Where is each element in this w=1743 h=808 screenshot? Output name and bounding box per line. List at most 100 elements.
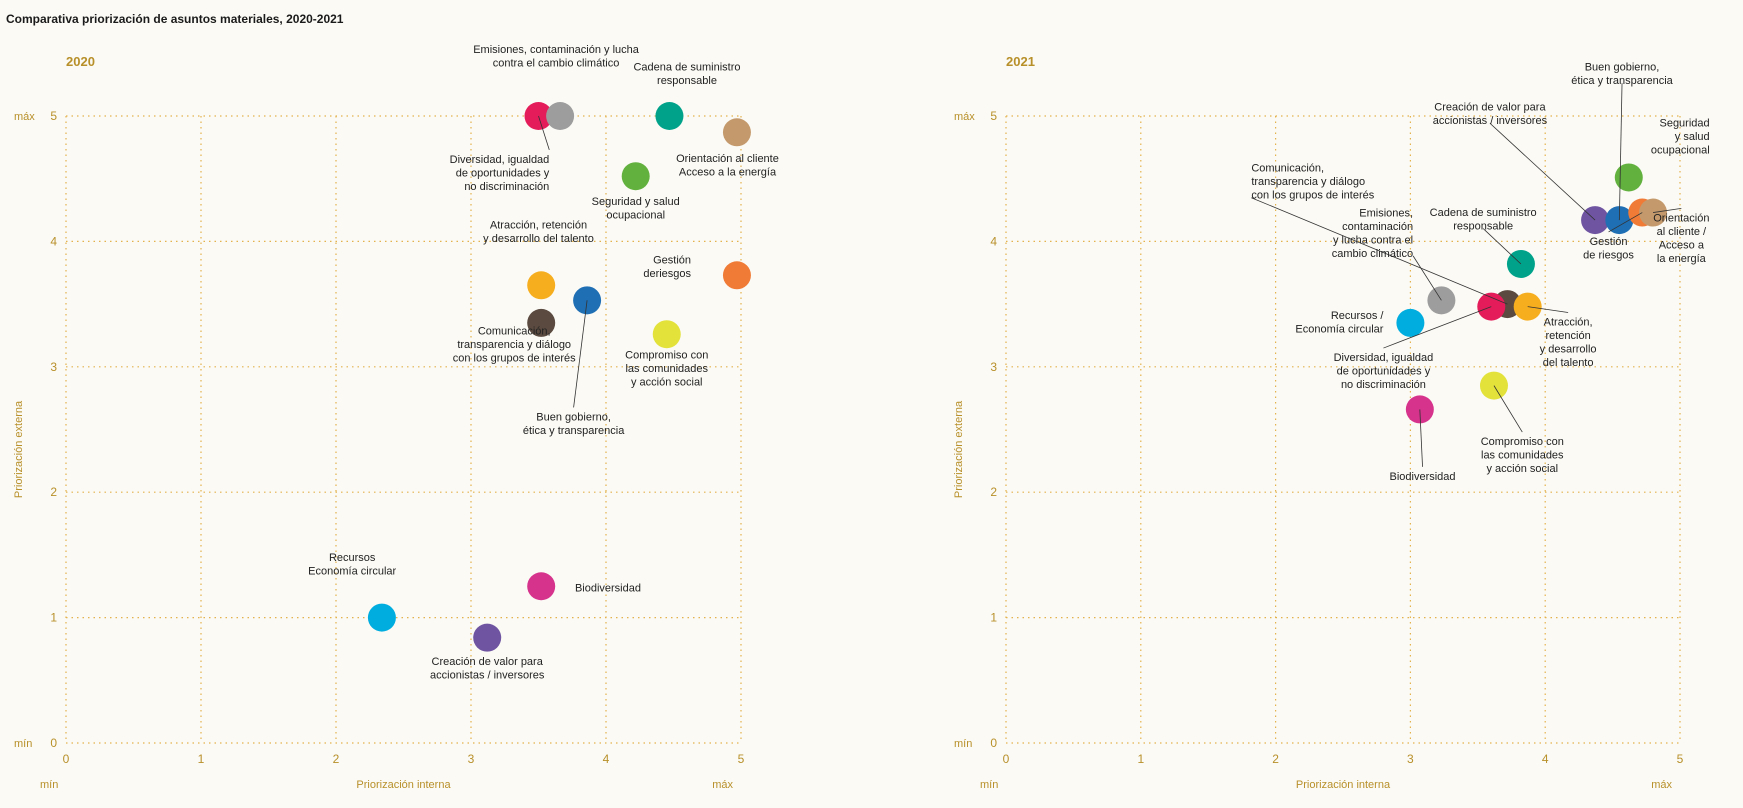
point-label-line: Recursos / xyxy=(1331,310,1385,322)
point-label-line: ética y transparencia xyxy=(523,425,625,437)
point-label: Buen gobierno, ética y transparencia xyxy=(1571,62,1673,88)
point-label-line: Creación de valor para xyxy=(1434,102,1546,114)
point-label-line: Biodiversidad xyxy=(575,583,641,595)
y-tick-label: 3 xyxy=(990,360,997,374)
point-label-line: Atracción, retención xyxy=(490,220,587,232)
point-label-line: Emisiones, contaminación y lucha xyxy=(473,44,640,56)
point-label-line: no discriminación xyxy=(1341,379,1426,391)
point-label-line: Cadena de suministro xyxy=(1430,207,1537,219)
data-point xyxy=(527,572,556,601)
point-label-line: las comunidades xyxy=(1481,450,1564,462)
y-tick-label: 1 xyxy=(50,611,57,625)
y-tick-label: 2 xyxy=(50,485,57,499)
point-label-line: al cliente / xyxy=(1657,226,1707,238)
point-label-line: Comunicación, xyxy=(478,326,551,338)
point-label-line: ocupacional xyxy=(606,209,665,221)
x-tick-label: 1 xyxy=(1137,752,1144,766)
y-tick-label: 4 xyxy=(990,234,997,248)
data-point xyxy=(473,623,502,652)
x-tick-label: 4 xyxy=(603,752,610,766)
data-point xyxy=(722,261,751,290)
point-label-line: contra el cambio climático xyxy=(493,58,620,70)
point-label: Emisiones, contaminación y lucha contra el… xyxy=(1332,207,1413,260)
x-axis-title: Priorización interna xyxy=(1296,779,1391,791)
point-label-line: y salud xyxy=(1675,131,1710,143)
point-label-line: del talento xyxy=(1543,357,1594,369)
leader-line xyxy=(538,115,550,151)
point-label: Gestión de riesgos xyxy=(1583,236,1634,261)
point-label: Emisiones, contaminación y lucha contra e… xyxy=(473,44,640,70)
x-tick-label: 0 xyxy=(63,752,70,766)
x-tick-label: 2 xyxy=(1272,752,1279,766)
point-label-line: responsable xyxy=(1453,221,1513,233)
chart-2020: 2020 0 1 2 3 4 5 0 1 2 3 4 5 máx mín mín máx Priorización… xyxy=(13,44,779,791)
point-label: Creación de valor para accionistas / inve… xyxy=(430,656,545,682)
data-point xyxy=(1614,163,1643,192)
point-label-line: cambio climático xyxy=(1332,248,1413,260)
y-tick-label: 2 xyxy=(990,485,997,499)
point-label-line: Compromiso con xyxy=(1481,436,1564,448)
point-label-line: Comunicación, xyxy=(1251,163,1324,175)
leader-line xyxy=(1412,255,1442,301)
chart-2021: 2021 0 1 2 3 4 5 0 1 2 3 4 5 máx mín mín máx Priorización… xyxy=(953,54,1710,791)
point-label: Seguridad y salud ocupacional xyxy=(1651,118,1710,157)
leader-line xyxy=(1383,306,1492,349)
point-label-line: Economía circular xyxy=(308,565,396,577)
y-tick-label: 1 xyxy=(990,611,997,625)
point-label: Comunicación, transparencia y diálogo con … xyxy=(1251,163,1374,202)
x-max-label: máx xyxy=(1651,779,1672,791)
x-tick-label: 3 xyxy=(1407,752,1414,766)
point-label: Compromiso con las comunidades y acción so… xyxy=(1481,436,1564,475)
x-tick-label: 5 xyxy=(1677,752,1684,766)
leader-line xyxy=(1251,197,1508,305)
point-labels: Creación de valor para accionistas / inve… xyxy=(1251,62,1710,483)
point-label-line: de oportunidades y xyxy=(1337,366,1431,378)
point-label-line: transparencia y diálogo xyxy=(1251,176,1365,188)
y-max-label: máx xyxy=(14,111,35,123)
point-label-line: Orientación al cliente xyxy=(676,153,779,165)
point-label-line: de riesgos xyxy=(1583,249,1634,261)
data-point xyxy=(527,271,556,300)
point-label: Cadena de suministro responsable xyxy=(1430,207,1537,233)
point-label: Compromiso con las comunidades y acción so… xyxy=(625,350,708,389)
point-label: Creación de valor para accionistas / inve… xyxy=(1433,102,1548,128)
point-label: Biodiversidad xyxy=(1390,471,1456,483)
point-label-line: Buen gobierno, xyxy=(1585,62,1660,74)
point-label: Biodiversidad xyxy=(575,583,641,595)
data-point xyxy=(621,162,650,191)
point-label-line: responsable xyxy=(657,75,717,87)
point-label-line: Creación de valor para xyxy=(432,656,544,668)
page-title: Comparativa priorización de asuntos mate… xyxy=(6,12,344,26)
point-label-line: contaminación xyxy=(1342,221,1413,233)
chart-year-label: 2020 xyxy=(66,54,95,69)
point-label-line: transparencia y diálogo xyxy=(457,339,571,351)
point-label-line: y lucha contra el xyxy=(1333,234,1413,246)
point-label-line: Economía circular xyxy=(1295,323,1383,335)
point-label: Orientación al cliente / Acceso a la energí… xyxy=(1653,212,1709,265)
point-label: Atracción, retención y desarrollo del tal… xyxy=(483,220,594,246)
point-label-line: Diversidad, igualdad xyxy=(450,154,550,166)
data-point xyxy=(655,102,684,130)
point-label: Atracción, retención y desarrollo del talen… xyxy=(1540,316,1597,369)
point-label-line: ocupacional xyxy=(1651,145,1710,157)
data-point xyxy=(1396,308,1425,337)
point-label: Comunicación, transparencia y diálogo con … xyxy=(453,326,576,365)
y-tick-label: 0 xyxy=(990,736,997,750)
x-tick-label: 2 xyxy=(333,752,340,766)
point-label-line: Buen gobierno, xyxy=(536,411,611,423)
point-label-line: accionistas / inversores xyxy=(1433,115,1548,127)
point-label-line: no discriminación xyxy=(464,181,549,193)
point-label-line: Seguridad y salud xyxy=(592,196,680,208)
data-point xyxy=(722,118,751,147)
y-tick-label: 3 xyxy=(50,360,57,374)
point-label-line: las comunidades xyxy=(625,363,708,375)
point-label-line: y acción social xyxy=(631,377,703,389)
point-label-line: retención xyxy=(1545,330,1590,342)
x-tick-label: 3 xyxy=(468,752,475,766)
point-label-line: Diversidad, igualdad xyxy=(1334,352,1434,364)
point-label-line: con los grupos de interés xyxy=(1251,190,1374,202)
data-points xyxy=(367,102,751,652)
leader-line xyxy=(1493,385,1523,433)
point-label-line: Seguridad xyxy=(1659,118,1709,130)
